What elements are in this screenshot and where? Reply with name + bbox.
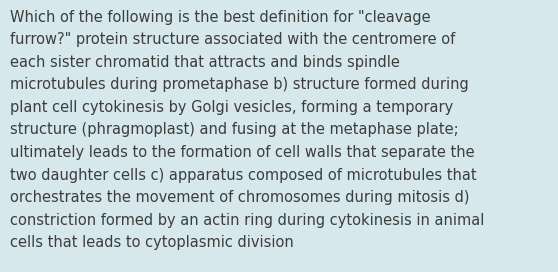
Text: Which of the following is the best definition for "cleavage: Which of the following is the best defin… xyxy=(10,10,431,24)
Text: furrow?" protein structure associated with the centromere of: furrow?" protein structure associated wi… xyxy=(10,32,455,47)
Text: orchestrates the movement of chromosomes during mitosis d): orchestrates the movement of chromosomes… xyxy=(10,190,469,205)
Text: plant cell cytokinesis by Golgi vesicles, forming a temporary: plant cell cytokinesis by Golgi vesicles… xyxy=(10,100,453,115)
Text: structure (phragmoplast) and fusing at the metaphase plate;: structure (phragmoplast) and fusing at t… xyxy=(10,122,459,137)
Text: two daughter cells c) apparatus composed of microtubules that: two daughter cells c) apparatus composed… xyxy=(10,168,477,183)
Text: cells that leads to cytoplasmic division: cells that leads to cytoplasmic division xyxy=(10,235,294,250)
Text: ultimately leads to the formation of cell walls that separate the: ultimately leads to the formation of cel… xyxy=(10,145,475,160)
Text: constriction formed by an actin ring during cytokinesis in animal: constriction formed by an actin ring dur… xyxy=(10,213,484,228)
Text: microtubules during prometaphase b) structure formed during: microtubules during prometaphase b) stru… xyxy=(10,77,469,92)
Text: each sister chromatid that attracts and binds spindle: each sister chromatid that attracts and … xyxy=(10,55,400,70)
